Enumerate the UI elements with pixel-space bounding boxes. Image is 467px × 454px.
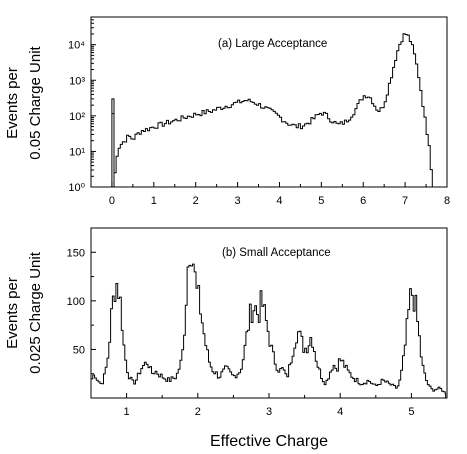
panel-a-ylabel: Events per — [4, 67, 21, 139]
panel-a-title: (a) Large Acceptance — [218, 38, 327, 50]
panel-a-ytick-label: 10¹ — [69, 146, 85, 158]
panel-a-xtick-label: 2 — [193, 195, 199, 207]
panel-b-ytick-label: 100 — [67, 296, 85, 308]
panel-a-xtick-label: 8 — [444, 195, 450, 207]
panel-a-ylabel-second: 0.05 Charge Unit — [27, 45, 44, 159]
panel-a-axes: 0 1 2 3 4 5 6 7 8 10⁰ 10¹ 10² 10³ 10⁴ — [68, 16, 450, 207]
panel-small-acceptance: (b) Small Acceptance Events per 0.025 Ch… — [4, 227, 448, 450]
x-axis-title: Effective Charge — [210, 433, 328, 450]
panel-a-ytick-label: 10⁴ — [68, 40, 85, 52]
panel-a-ytick-label: 10² — [69, 111, 85, 123]
panel-a-xtick-label: 1 — [151, 195, 157, 207]
panel-a-ylabel-line2: 0.05 Charge Unit — [27, 45, 44, 159]
panel-large-acceptance: (a) Large Acceptance Events per 0.05 Cha… — [4, 16, 450, 207]
panel-b-ytick-label: 50 — [73, 344, 85, 356]
panel-a-ylabel-line1: Events per — [4, 67, 21, 139]
panel-a-xtick-label: 3 — [235, 195, 241, 207]
panel-a-xtick-label: 5 — [318, 195, 324, 207]
panel-a-xtick-label: 6 — [360, 195, 366, 207]
panel-b-xtick-label: 2 — [195, 406, 201, 418]
panel-b-xtick-label: 5 — [408, 406, 414, 418]
panel-b-histogram-line — [90, 263, 447, 398]
panel-b-ylabel-second: 0.025 Charge Unit — [27, 251, 44, 374]
panel-b-ytick-label: 150 — [67, 247, 85, 259]
panel-b-axes: 1 2 3 4 5 50 100 150 — [67, 247, 448, 418]
panel-a-ytick-label: 10³ — [69, 75, 85, 87]
panel-b-xtick-label: 3 — [266, 406, 272, 418]
panel-b-xtick-label: 4 — [337, 406, 343, 418]
panel-b-title: (b) Small Acceptance — [222, 247, 331, 259]
panel-a-histogram-line — [111, 33, 433, 187]
panel-b-ylabel-line1: Events per — [4, 277, 21, 349]
panel-b-ylabel-line2: 0.025 Charge Unit — [27, 251, 44, 374]
panel-a-xtick-label: 4 — [276, 195, 282, 207]
panel-a-xtick-label: 0 — [109, 195, 115, 207]
panel-b-ylabel: Events per — [4, 277, 21, 349]
panel-a-ytick-label: 10⁰ — [68, 182, 85, 194]
panel-a-frame — [90, 16, 448, 188]
panel-b-xtick-label: 1 — [124, 406, 130, 418]
panel-a-xtick-label: 7 — [402, 195, 408, 207]
